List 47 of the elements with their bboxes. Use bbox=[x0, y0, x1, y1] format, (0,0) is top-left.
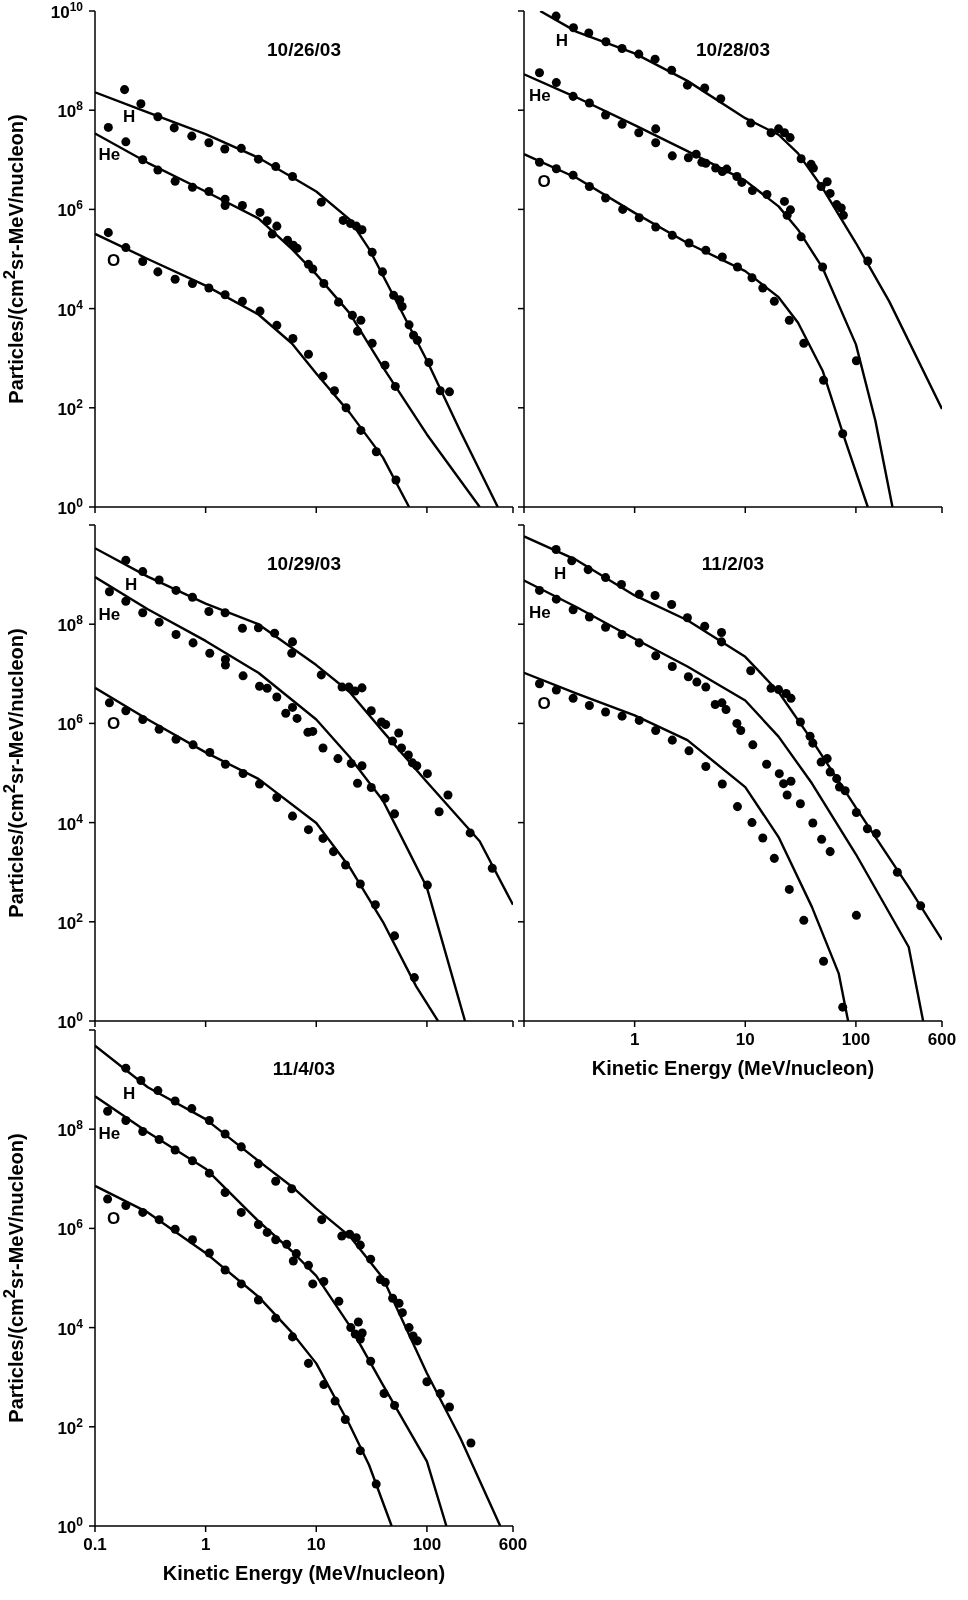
y-tick-label: 10$^{8}$ bbox=[57, 613, 84, 636]
y-tick-label: 10$^{2}$ bbox=[57, 1415, 84, 1438]
text: 10/29/03 bbox=[266, 553, 342, 575]
series-label: H bbox=[555, 31, 568, 51]
text: 10/26/03 bbox=[266, 39, 342, 61]
x-tick-label: 600 bbox=[927, 1030, 957, 1049]
y-tick-label: 10$^{2}$ bbox=[57, 910, 84, 933]
y-tick-label: 10$^{4}$ bbox=[57, 297, 84, 320]
y-tick-label: 10$^{2}$ bbox=[57, 396, 84, 419]
text: 11/2/03 bbox=[701, 553, 765, 574]
series-label: He bbox=[529, 86, 551, 106]
x-tick-label: 100 bbox=[412, 1535, 442, 1554]
series-label: O bbox=[107, 714, 121, 734]
y-tick-label: 10$^{0}$ bbox=[57, 496, 84, 518]
x-axis-title: Kinetic Energy (MeV/nucleon) bbox=[161, 1562, 447, 1585]
x-tick-label: 0.1 bbox=[83, 1535, 107, 1554]
x-tick-label: 1 bbox=[629, 1030, 640, 1049]
y-tick-label: 10$^{10}$ bbox=[50, 0, 84, 22]
y-tick-label: 10$^{6}$ bbox=[57, 198, 84, 221]
series-label: H bbox=[123, 1083, 136, 1103]
series-label: He bbox=[98, 145, 121, 165]
series-label: He bbox=[98, 1123, 121, 1143]
series-label: H bbox=[124, 575, 138, 595]
series-label: O bbox=[107, 1208, 121, 1228]
y-tick-label: 10$^{0}$ bbox=[57, 1515, 84, 1537]
y-tick-label: 10$^{4}$ bbox=[57, 1316, 84, 1339]
y-tick-label: 10$^{8}$ bbox=[57, 1118, 84, 1141]
series-label: O bbox=[537, 172, 551, 192]
series-label: O bbox=[537, 693, 551, 713]
series-label: H bbox=[123, 107, 136, 127]
text: 11/4/03 bbox=[271, 1058, 337, 1080]
series-label: He bbox=[98, 604, 121, 624]
series-label: O bbox=[107, 251, 121, 271]
y-tick-label: 10$^{0}$ bbox=[57, 1010, 84, 1032]
series-label: He bbox=[529, 602, 551, 622]
y-tick-label: 10$^{4}$ bbox=[57, 811, 84, 834]
text: 10/28/03 bbox=[696, 39, 770, 60]
x-tick-label: 100 bbox=[841, 1030, 871, 1049]
y-tick-label: 10$^{8}$ bbox=[57, 99, 84, 122]
x-tick-label: 10 bbox=[306, 1535, 326, 1554]
x-tick-label: 600 bbox=[498, 1535, 528, 1554]
x-axis-title: Kinetic Energy (MeV/nucleon) bbox=[590, 1057, 876, 1080]
series-label: H bbox=[553, 564, 567, 584]
x-tick-label: 1 bbox=[200, 1535, 211, 1554]
x-tick-label: 10 bbox=[735, 1030, 755, 1049]
y-tick-label: 10$^{6}$ bbox=[57, 712, 84, 735]
y-tick-label: 10$^{6}$ bbox=[57, 1217, 84, 1240]
